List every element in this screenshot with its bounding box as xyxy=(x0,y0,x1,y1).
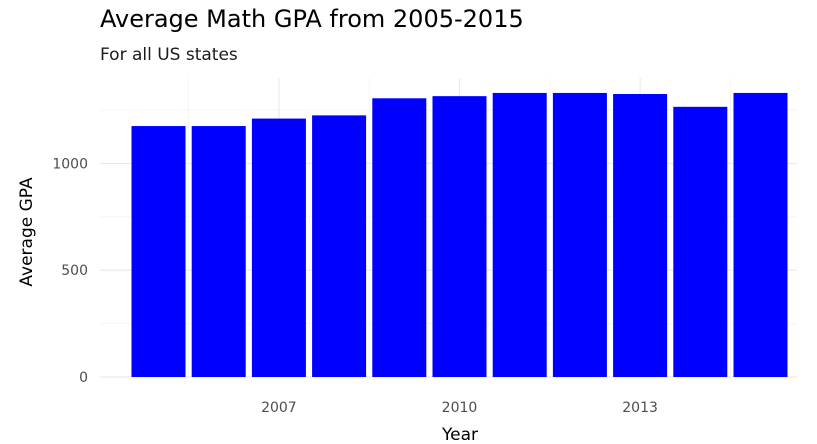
bars xyxy=(131,92,788,378)
bar-2008 xyxy=(312,115,367,377)
bar-2015 xyxy=(733,92,788,377)
y-axis-ticks: 0 500 1000 xyxy=(52,156,88,386)
y-tick-label: 0 xyxy=(79,370,88,386)
bar-2009 xyxy=(372,98,427,378)
bar-2013 xyxy=(613,94,668,378)
bar-2010 xyxy=(432,96,487,378)
x-axis-title: Year xyxy=(441,425,478,444)
chart-subtitle: For all US states xyxy=(100,45,238,65)
x-tick-label: 2007 xyxy=(261,400,297,416)
x-tick-label: 2013 xyxy=(622,400,658,416)
bar-2007 xyxy=(251,118,306,377)
y-tick-label: 500 xyxy=(61,263,88,279)
y-axis-title: Average GPA xyxy=(17,177,37,287)
bar-2012 xyxy=(552,92,607,377)
bar-2014 xyxy=(673,106,728,377)
bar-2011 xyxy=(492,92,547,377)
bar-2006 xyxy=(191,126,246,377)
bar-2005 xyxy=(131,126,186,377)
y-tick-label: 1000 xyxy=(52,156,88,172)
chart-title: Average Math GPA from 2005-2015 xyxy=(100,5,524,33)
x-tick-label: 2010 xyxy=(442,400,478,416)
x-axis-ticks: 2007 2010 2013 xyxy=(261,400,658,416)
